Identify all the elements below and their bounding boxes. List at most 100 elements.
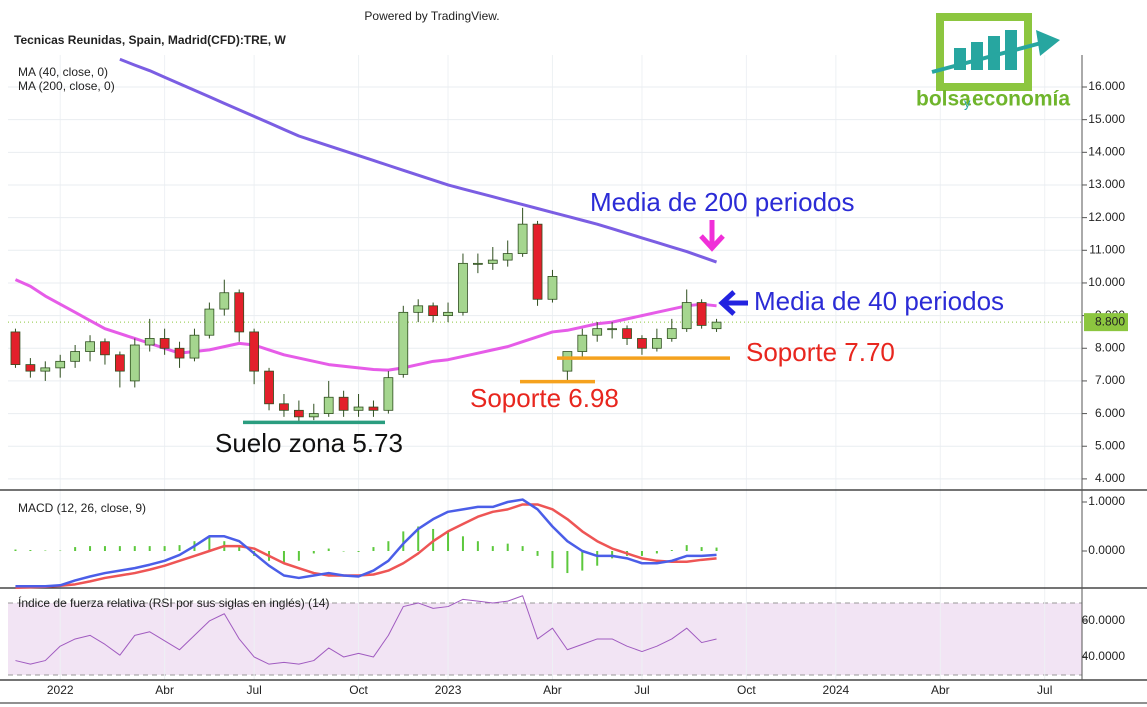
candle-body [279, 403, 289, 411]
macd-title: MACD (12, 26, close, 9) [18, 501, 146, 515]
histogram-bar [461, 536, 464, 552]
candle-body [517, 223, 528, 254]
annotation: Media de 40 periodos [754, 286, 1004, 316]
x-tick-label: Jul [1037, 683, 1052, 697]
candle-body [562, 351, 573, 372]
y-tick-label: 15.000 [1088, 112, 1125, 126]
y-tick-label: 16.000 [1088, 79, 1125, 93]
candle-body [368, 406, 379, 411]
candle-body [85, 341, 95, 352]
logo-text: y [964, 95, 971, 110]
candle-body [607, 328, 618, 331]
moving-average [14, 278, 717, 372]
arrow-down [699, 220, 725, 252]
histogram-bar [655, 551, 658, 554]
candle-body [696, 302, 707, 326]
histogram-bar [581, 551, 584, 571]
candle-body [144, 338, 155, 346]
x-tick-label: Oct [349, 683, 368, 697]
histogram-bar [551, 551, 554, 569]
candle-body [115, 354, 125, 372]
histogram-bar [29, 550, 32, 552]
x-tick-label: Oct [737, 683, 756, 697]
last-price-label: 8.800 [1095, 314, 1125, 328]
candle-body [711, 321, 722, 330]
rsi-band [8, 602, 1082, 675]
histogram-bar [715, 547, 718, 552]
histogram-bar [447, 531, 450, 552]
y-tick-label: 7.000 [1095, 373, 1125, 387]
histogram-bar [491, 546, 494, 552]
candle-body [487, 259, 498, 264]
y-tick-label: 0.0000 [1088, 543, 1125, 557]
candle-body [666, 328, 677, 339]
histogram-bar [74, 547, 77, 552]
x-tick-label: 2023 [435, 683, 462, 697]
histogram-bar [566, 551, 569, 574]
histogram-bar [297, 551, 300, 561]
y-tick-label: 6.000 [1095, 406, 1125, 420]
histogram-bar [640, 551, 643, 556]
arrow-left [718, 290, 748, 316]
y-tick-label: 1.0000 [1088, 494, 1125, 508]
histogram-bar [476, 541, 479, 552]
candle-body [70, 351, 81, 362]
histogram-bar [59, 550, 62, 552]
logo-bar [988, 36, 1000, 70]
candle-body [129, 344, 140, 382]
logo: bolsa y economía [916, 13, 1070, 111]
candle-body [413, 305, 424, 313]
candle-body [174, 347, 185, 359]
candle-body [681, 302, 692, 330]
histogram-bar [506, 543, 509, 552]
candle-body [472, 262, 483, 265]
legend-entry: MA (40, close, 0) [18, 65, 108, 79]
y-tick-label: 13.000 [1088, 177, 1125, 191]
logo-arrow [931, 40, 1046, 74]
candle-body [249, 331, 259, 372]
histogram-bar [670, 550, 673, 552]
candle-body [25, 364, 36, 372]
rsi-line [15, 595, 717, 665]
x-tick-label: Abr [931, 683, 950, 697]
annotation: Soporte 7.70 [746, 337, 895, 367]
candle-body [428, 305, 438, 317]
candle-body [547, 276, 558, 300]
histogram-bar [700, 547, 703, 552]
logo-bar [971, 42, 983, 70]
candle-body [308, 413, 319, 418]
annotation: Soporte 6.98 [470, 383, 619, 413]
y-tick-label: 8.000 [1095, 340, 1125, 354]
candle-body [293, 409, 304, 418]
logo-text: bolsa [916, 88, 971, 111]
histogram-bar [536, 551, 539, 556]
x-tick-label: Abr [543, 683, 562, 697]
candle-body [100, 341, 110, 356]
histogram-bar [118, 546, 121, 552]
histogram-bar [148, 546, 151, 552]
y-tick-label: 40.0000 [1082, 649, 1126, 663]
histogram-bar [312, 551, 315, 554]
candle-body [622, 328, 632, 339]
candle-body [652, 338, 662, 349]
histogram-bar [89, 546, 92, 552]
annotation: Media de 200 periodos [590, 187, 855, 217]
candle-body [577, 334, 588, 352]
histogram-bar [372, 547, 375, 552]
histogram-bar [402, 531, 405, 552]
histogram-bar [596, 551, 599, 566]
histogram-bar [342, 551, 345, 552]
candle-body [383, 377, 394, 411]
x-tick-label: Jul [634, 683, 649, 697]
x-tick-label: Abr [155, 683, 174, 697]
candle-body [10, 331, 21, 365]
plot-area: 2022 Abr Jul Oct 2023 Abr Jul Oct 2024 Abr Jul 4.00… [0, 55, 1147, 704]
y-tick-label: 4.000 [1095, 471, 1125, 485]
last-price-box [1084, 313, 1128, 332]
candle-body [532, 223, 543, 300]
candle-body [592, 328, 603, 336]
rsi-title: Índice de fuerza relativa (RSI por sus s… [18, 595, 329, 610]
candle-body [443, 311, 453, 317]
